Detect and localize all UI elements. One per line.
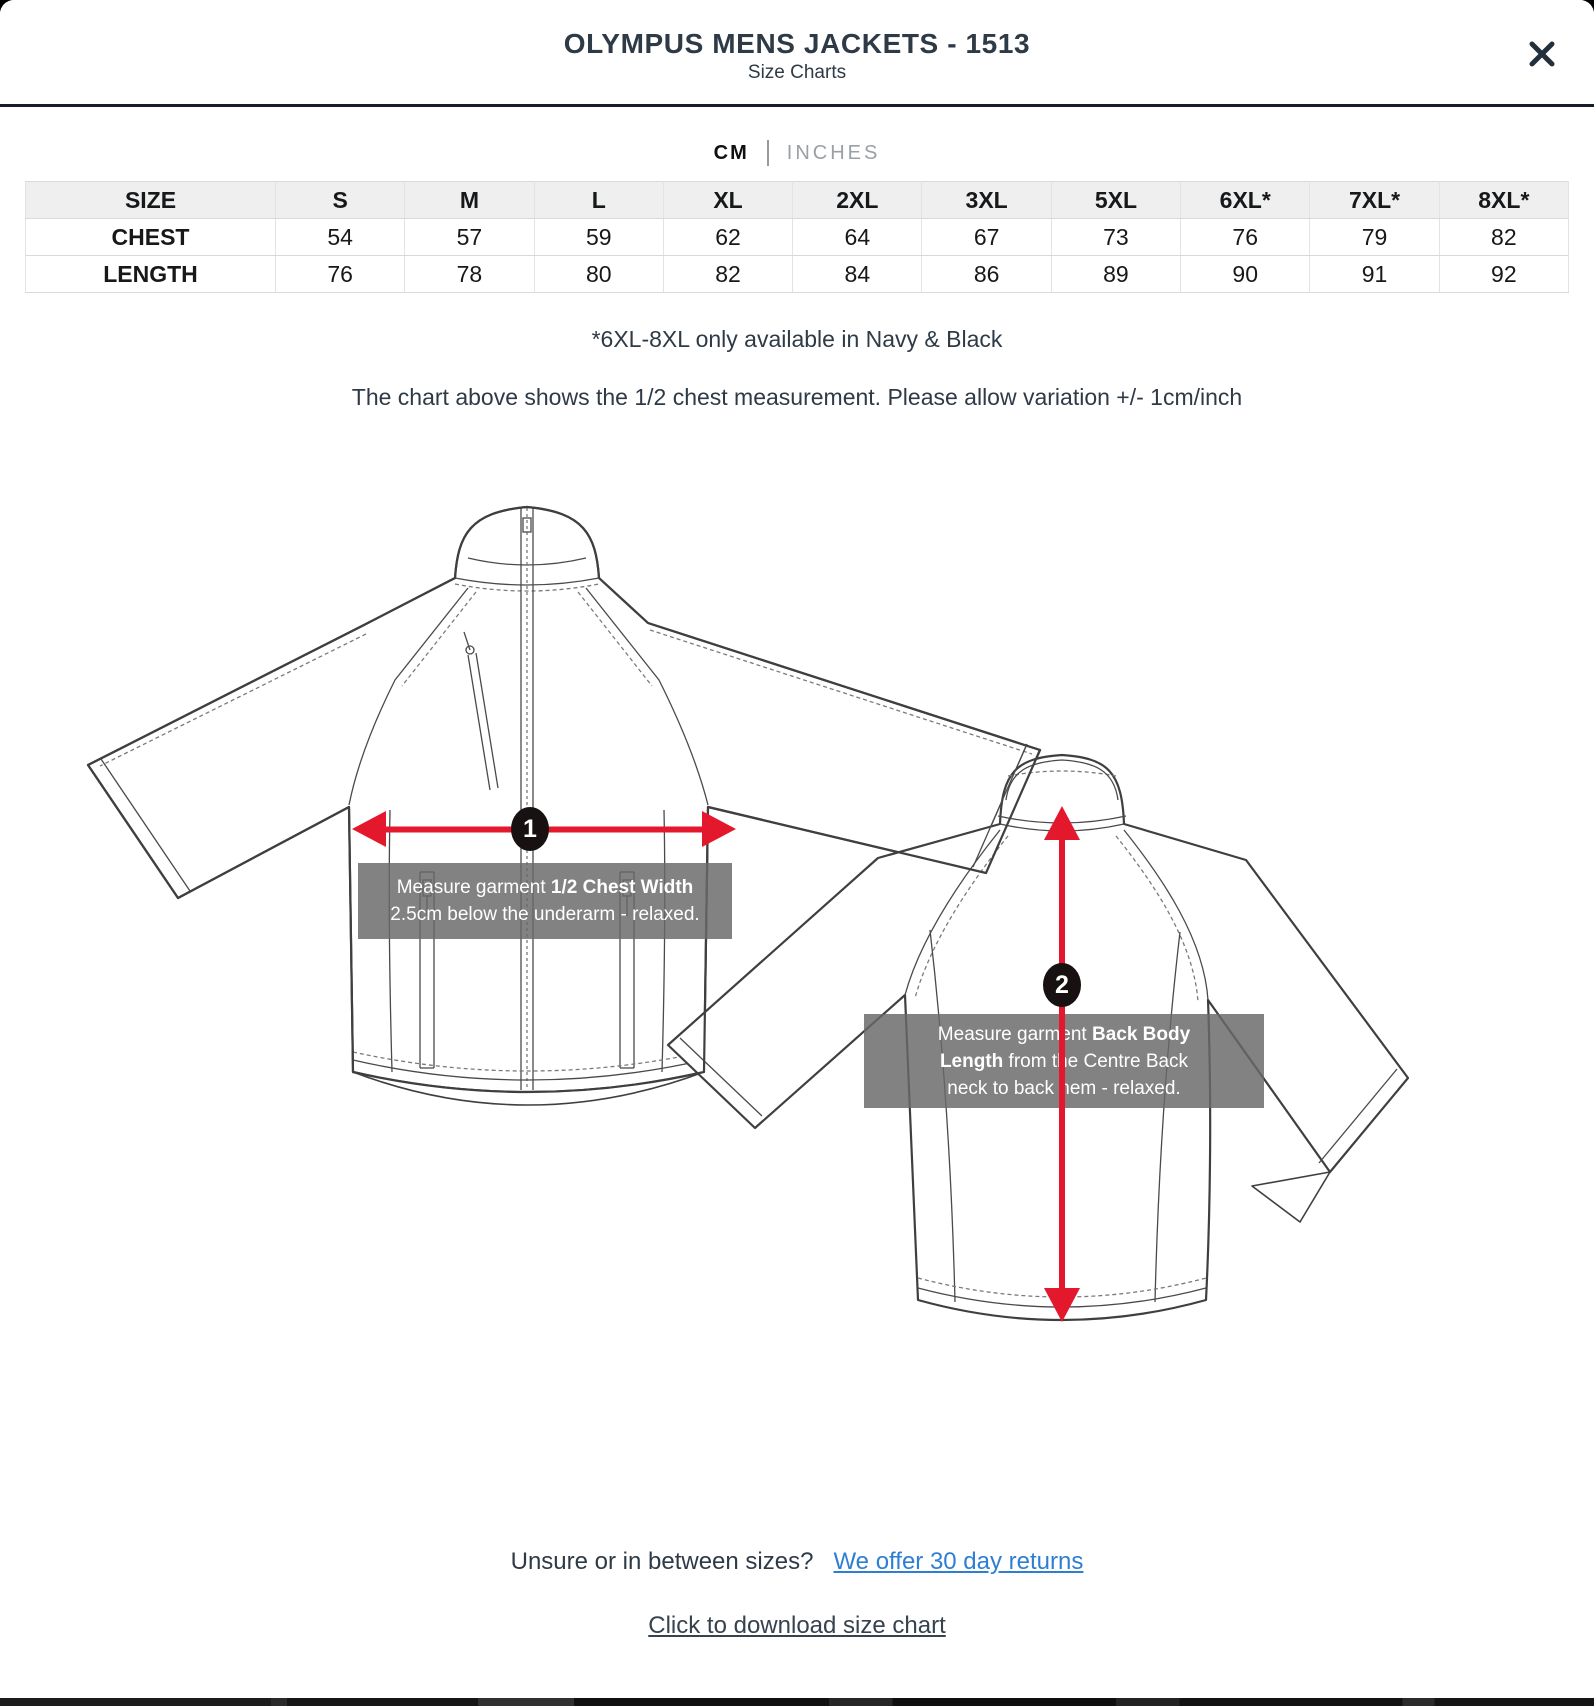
table-header-row: SIZE S M L XL 2XL 3XL 5XL 6XL* 7XL* 8XL*	[25, 181, 1570, 219]
col-header: XL	[662, 181, 794, 219]
measurement-note: The chart above shows the 1/2 chest meas…	[351, 384, 1243, 410]
cell: 80	[533, 255, 664, 293]
cell: 64	[792, 218, 923, 256]
table-row-length: LENGTH 76 78 80 82 84 86 89 90 91 92	[25, 255, 1570, 293]
row-label: LENGTH	[25, 255, 276, 293]
size-table: SIZE S M L XL 2XL 3XL 5XL 6XL* 7XL* 8XL*…	[25, 181, 1570, 293]
tooltip-line: Measure garment 1/2 Chest Width	[396, 877, 694, 898]
download-line: Click to download size chart	[0, 1612, 1594, 1640]
col-header: 3XL	[921, 181, 1052, 219]
col-header: M	[404, 181, 535, 219]
background-page-strip	[0, 1698, 1594, 1706]
cell: 91	[1309, 255, 1440, 293]
col-header: L	[533, 181, 664, 219]
tooltip-line: neck to back hem - relaxed.	[947, 1077, 1181, 1099]
cell: 86	[921, 255, 1052, 293]
cell: 54	[274, 218, 406, 256]
cell: 92	[1438, 255, 1570, 293]
back-length-tooltip: Measure garment Back Body Length from th…	[864, 1014, 1264, 1108]
table-row-chest: CHEST 54 57 59 62 64 67 73 76 79 82	[25, 218, 1570, 256]
col-header: S	[274, 181, 406, 219]
cell: 76	[274, 255, 406, 293]
size-question-text: Unsure or in between sizes?	[510, 1548, 814, 1575]
close-button[interactable]	[1518, 32, 1566, 80]
table-corner-label: SIZE	[25, 181, 276, 219]
measurement-badge-2: 2	[1043, 963, 1081, 1007]
cell: 89	[1050, 255, 1182, 293]
cell: 82	[662, 255, 794, 293]
front-jacket-details	[99, 508, 1033, 1090]
col-header: 8XL*	[1438, 181, 1570, 219]
front-jacket-outline-overlay	[86, 505, 1042, 1094]
unit-inches-tab[interactable]: INCHES	[786, 141, 881, 164]
unit-toggle: CM INCHES	[0, 140, 1594, 166]
page-title: OLYMPUS MENS JACKETS - 1513	[563, 28, 1031, 59]
availability-note: *6XL-8XL only available in Navy & Black	[591, 326, 1003, 352]
cell: 78	[404, 255, 535, 293]
unit-divider	[766, 140, 769, 166]
tooltip-line: Length from the Centre Back	[939, 1050, 1189, 1072]
cell: 73	[1050, 218, 1182, 256]
modal-header: OLYMPUS MENS JACKETS - 1513 Size Charts	[0, 0, 1594, 107]
tooltip-line: Measure garment Back Body	[937, 1023, 1191, 1045]
returns-link[interactable]: We offer 30 day returns	[833, 1548, 1084, 1575]
cell: 84	[792, 255, 923, 293]
page-subtitle: Size Charts	[747, 62, 847, 83]
col-header: 2XL	[792, 181, 923, 219]
jacket-line-art	[86, 505, 1410, 1322]
cell: 57	[404, 218, 535, 256]
cell: 90	[1180, 255, 1311, 293]
col-header: 6XL*	[1180, 181, 1311, 219]
cell: 82	[1438, 218, 1570, 256]
cell: 76	[1180, 218, 1311, 256]
download-size-chart-link[interactable]: Click to download size chart	[648, 1612, 946, 1639]
row-label: CHEST	[25, 218, 276, 256]
cell: 67	[921, 218, 1052, 256]
close-icon	[1527, 39, 1557, 74]
cell: 59	[533, 218, 664, 256]
tooltip-line: 2.5cm below the underarm - relaxed.	[390, 904, 700, 925]
chest-width-tooltip: Measure garment 1/2 Chest Width 2.5cm be…	[358, 863, 732, 939]
returns-line: Unsure or in between sizes? We offer 30 …	[0, 1548, 1594, 1576]
col-header: 5XL	[1050, 181, 1182, 219]
measurement-badge-1: 1	[511, 807, 549, 851]
jacket-diagrams: Measure garment 1/2 Chest Width 2.5cm be…	[0, 460, 1594, 1380]
col-header: 7XL*	[1309, 181, 1440, 219]
unit-cm-tab[interactable]: CM	[713, 141, 749, 164]
cell: 79	[1309, 218, 1440, 256]
cell: 62	[662, 218, 794, 256]
